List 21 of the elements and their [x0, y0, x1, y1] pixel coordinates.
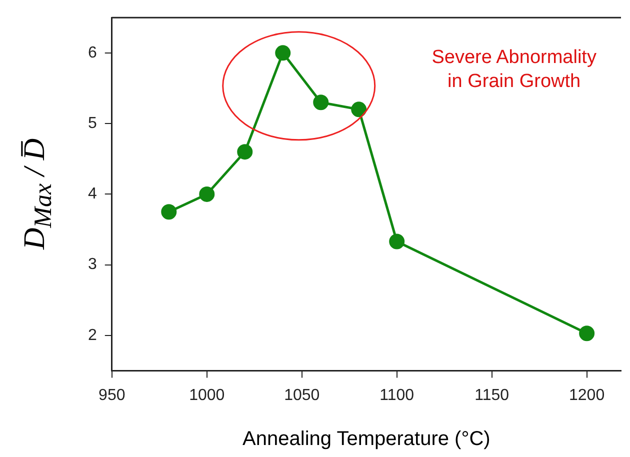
x-tick-label: 1150 [474, 386, 510, 404]
y-tick-label: 4 [88, 186, 97, 203]
point [579, 326, 595, 342]
y-tick-label: 6 [88, 44, 97, 62]
point [313, 94, 329, 110]
x-tick-label: 1000 [189, 386, 225, 404]
y-tick-label: 3 [88, 256, 97, 274]
x-tick-label: 1200 [569, 386, 605, 404]
point [351, 102, 367, 118]
point [199, 186, 215, 202]
point [161, 204, 177, 220]
point [275, 45, 291, 61]
annotation: Severe Abnormality in Grain Growth [432, 46, 596, 94]
point [389, 234, 405, 250]
x-tick-label: 950 [98, 386, 126, 404]
y-tick-label: 2 [88, 326, 97, 344]
x-tick-label: 1100 [380, 386, 414, 404]
y-tick-label: 5 [88, 114, 97, 132]
x-tick-label: 1050 [284, 386, 320, 404]
point [237, 144, 253, 160]
x-axis-title: Annealing Temperature (°C) [242, 428, 490, 451]
